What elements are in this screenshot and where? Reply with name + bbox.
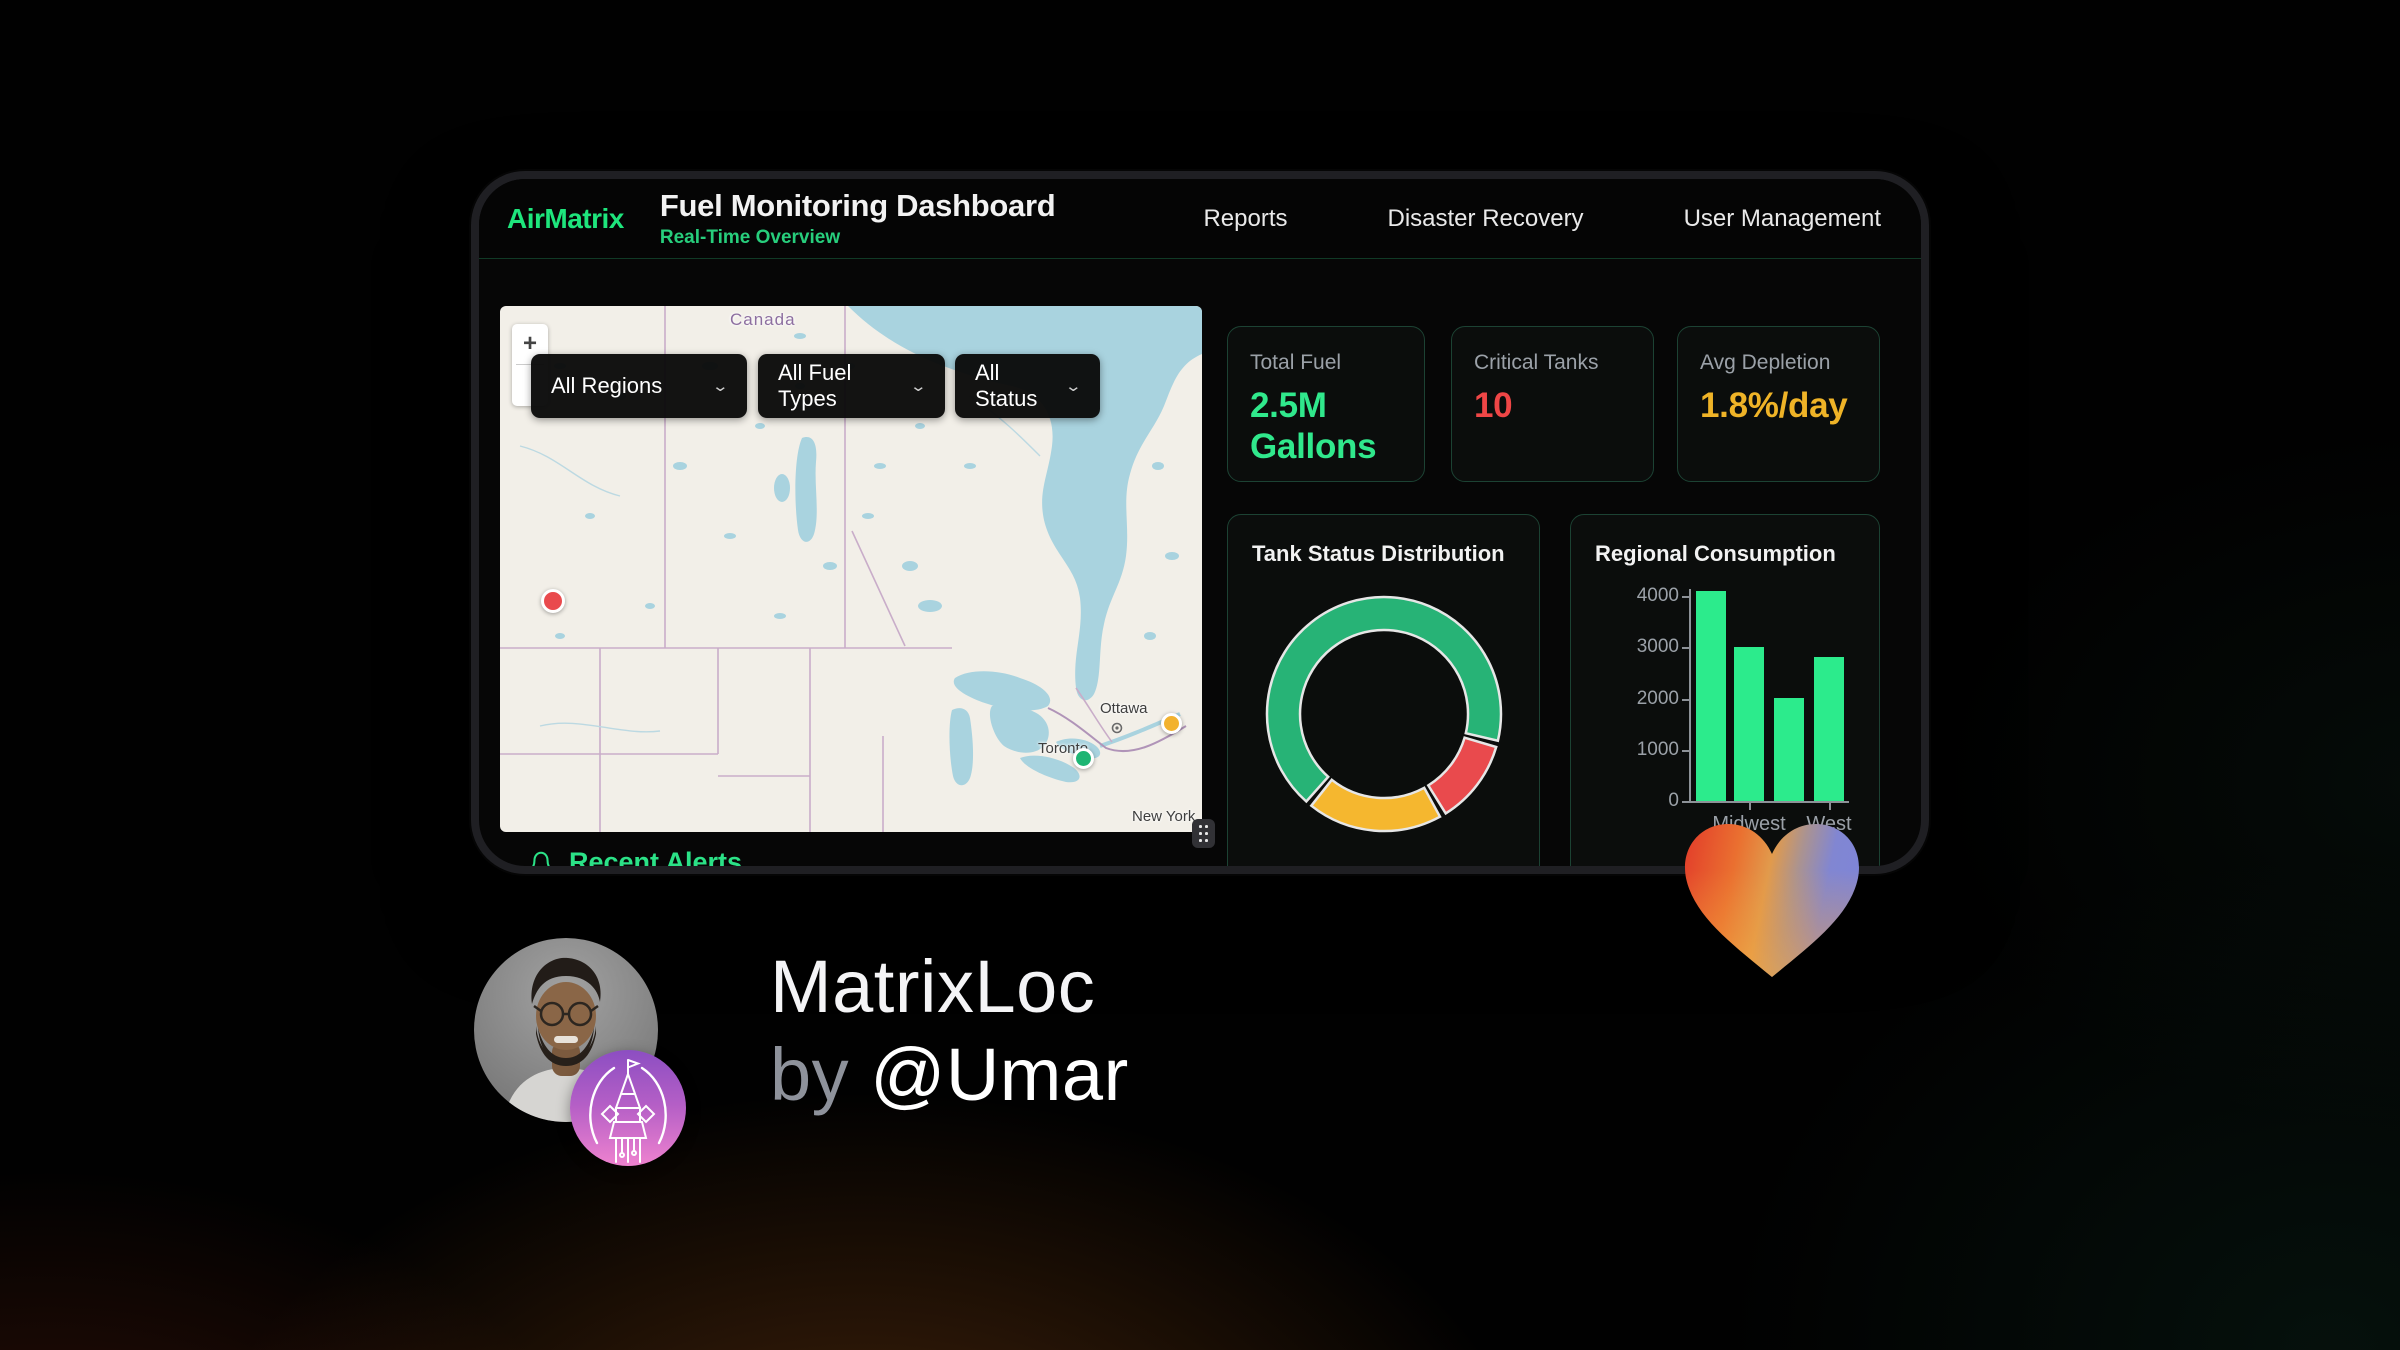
byline: by @Umar [770, 1033, 1129, 1117]
y-axis-tick-label: 0 [1668, 790, 1679, 811]
stat-card-avg-depletion: Avg Depletion 1.8%/day [1677, 326, 1880, 482]
tank-status-donut-chart [1228, 515, 1541, 866]
clock-tower-badge-icon [570, 1050, 686, 1166]
chevron-down-icon: ⌄ [909, 378, 928, 395]
page-subtitle: Real-Time Overview [659, 226, 841, 248]
credit-text: MatrixLoc by @Umar [770, 945, 1129, 1117]
y-axis-tick-label: 4000 [1636, 585, 1679, 606]
bell-icon [531, 851, 551, 866]
map-tiles [500, 306, 1202, 832]
donut-segment-warning [1309, 778, 1442, 833]
resize-grip-icon[interactable] [1192, 819, 1215, 848]
stat-label: Critical Tanks [1474, 351, 1599, 374]
bar-region-3 [1814, 657, 1844, 801]
zoom-in-button[interactable]: + [522, 330, 537, 357]
stat-card-critical-tanks: Critical Tanks 10 [1451, 326, 1654, 482]
regional-consumption-card: Regional Consumption 0 1000 2000 3000 4000 Mi… [1570, 514, 1880, 866]
map-label-new-york: New York [1132, 808, 1196, 825]
regional-consumption-bar-chart: 0 1000 2000 3000 4000 Midwest West [1571, 515, 1881, 866]
chart-title: Tank Status Distribution [1252, 541, 1505, 566]
nav-item-user-management[interactable]: User Management [1683, 204, 1881, 232]
brand-logo: AirMatrix [507, 202, 624, 234]
bar-region-1 [1734, 647, 1764, 801]
chart-title: Regional Consumption [1595, 541, 1836, 566]
stat-card-total-fuel: Total Fuel 2.5M Gallons [1227, 326, 1425, 482]
page-title: Fuel Monitoring Dashboard [659, 188, 1056, 223]
stat-label: Avg Depletion [1700, 351, 1831, 374]
app-header: AirMatrix Fuel Monitoring Dashboard Real… [479, 179, 1921, 259]
nav-item-disaster-recovery[interactable]: Disaster Recovery [1387, 204, 1584, 232]
map-marker-normal[interactable] [1072, 747, 1094, 769]
bar-region-2 [1774, 698, 1804, 801]
heart-icon [1685, 824, 1859, 977]
recent-alerts-heading: Recent Alerts [527, 847, 742, 866]
nav-item-reports[interactable]: Reports [1203, 204, 1288, 232]
chevron-down-icon: ⌄ [711, 378, 730, 395]
donut-segment-critical [1426, 736, 1498, 816]
y-axis-tick-label: 3000 [1636, 636, 1679, 658]
y-axis-tick-label: 1000 [1636, 738, 1679, 760]
y-axis-tick-label: 2000 [1636, 687, 1679, 709]
stat-value: 2.5M Gallons [1250, 386, 1377, 467]
map-marker-critical[interactable] [541, 589, 565, 613]
tank-status-card: Tank Status Distribution [1227, 514, 1540, 866]
main-nav: Reports Disaster Recovery User Managemen… [1203, 205, 1881, 233]
map-marker-warning[interactable] [1160, 712, 1182, 734]
stat-value: 1.8%/day [1700, 386, 1848, 425]
chevron-down-icon: ⌄ [1064, 378, 1083, 395]
fuel-map[interactable]: Canada Ottawa Toronto New York + All Reg… [500, 306, 1202, 832]
fuel-type-filter-dropdown[interactable]: All Fuel Types ⌄ [758, 354, 945, 418]
donut-segment-normal [1265, 595, 1503, 804]
status-filter-dropdown[interactable]: All Status ⌄ [955, 354, 1100, 418]
map-label-canada: Canada [730, 310, 796, 329]
app-name: MatrixLoc [770, 945, 1096, 1028]
bar-region-0 [1696, 591, 1726, 801]
avatar [474, 938, 658, 1122]
stat-value: 10 [1474, 386, 1513, 425]
dashboard-window: AirMatrix Fuel Monitoring Dashboard Real… [479, 179, 1921, 866]
stat-label: Total Fuel [1250, 351, 1342, 374]
region-filter-dropdown[interactable]: All Regions ⌄ [531, 354, 747, 418]
map-label-ottawa: Ottawa [1100, 700, 1148, 717]
